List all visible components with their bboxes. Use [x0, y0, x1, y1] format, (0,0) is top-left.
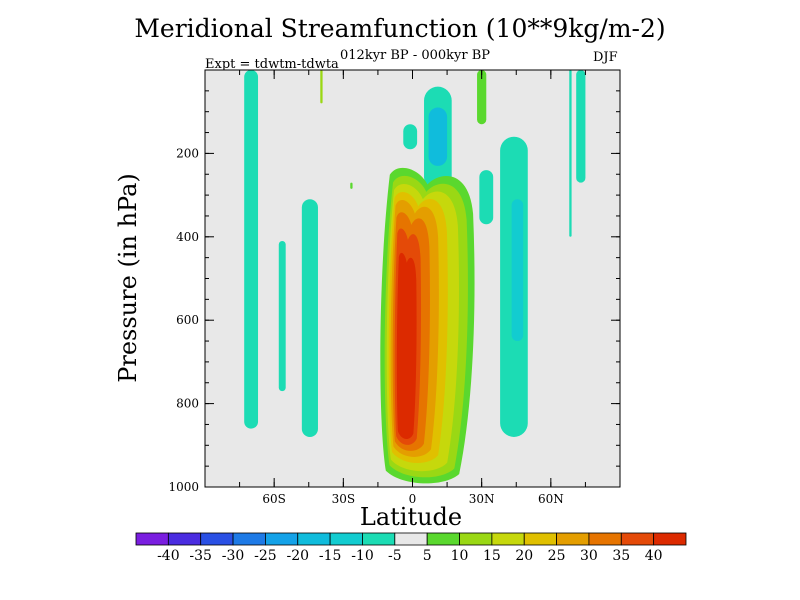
colorbar-label: -15: [319, 548, 342, 564]
colorbar-box: [459, 532, 493, 546]
colorbar-label: -20: [286, 548, 309, 564]
colorbar-box: [232, 532, 266, 546]
colorbar-box: [167, 532, 202, 546]
colorbar-box: [426, 532, 460, 546]
colorbar-label: 30: [580, 548, 598, 564]
chart-subtitle: 012kyr BP - 000kyr BP: [340, 48, 491, 63]
x-tick-label: 0: [409, 492, 417, 506]
contour-region-12: [511, 199, 524, 342]
contour-region-9: [477, 70, 487, 125]
colorbar-box: [556, 532, 590, 546]
colorbar-box: [135, 532, 169, 546]
colorbar-box: [588, 532, 622, 546]
colorbar-label: -35: [189, 548, 212, 564]
colorbar-label: 5: [423, 548, 432, 564]
colorbar-label: 40: [645, 548, 663, 564]
colorbar-label: 15: [483, 548, 501, 564]
colorbar-box: [329, 532, 363, 546]
y-tick-label: 800: [176, 397, 199, 411]
contour-region-5: [350, 182, 353, 189]
colorbar-label: -25: [254, 548, 277, 564]
colorbar-box: [297, 532, 331, 546]
contour-region-14: [576, 70, 586, 183]
colorbar-box: [491, 532, 525, 546]
colorbar-label: 10: [451, 548, 469, 564]
experiment-label: Expt = tdwtm-tdwta: [205, 57, 339, 72]
contour-region-1: [244, 70, 259, 429]
y-tick-label: 600: [176, 313, 199, 327]
y-tick-label: 200: [176, 146, 199, 160]
contour-region-8: [428, 107, 448, 166]
x-tick-label: 30N: [469, 492, 495, 506]
colorbar-box: [200, 532, 234, 546]
y-tick-label: 400: [176, 230, 199, 244]
y-tick-label: 1000: [168, 480, 199, 494]
contour-fill-group: [244, 70, 586, 484]
x-tick-label: 30S: [332, 492, 356, 506]
x-tick-label: 60S: [262, 492, 286, 506]
contour-region-6: [403, 124, 418, 150]
colorbar-label: 20: [515, 548, 533, 564]
chart-title: Meridional Streamfunction (10**9kg/m-2): [134, 14, 666, 43]
colorbar-box: [653, 532, 687, 546]
colorbar-box: [362, 532, 396, 546]
colorbar-label: -40: [157, 548, 180, 564]
contour-region-3: [301, 199, 318, 437]
colorbar-label: -30: [222, 548, 245, 564]
x-tick-label: 60N: [538, 492, 564, 506]
season-label: DJF: [593, 50, 618, 65]
colorbar-box: [265, 532, 299, 546]
colorbar-box: [523, 532, 557, 546]
colorbar-label: 25: [548, 548, 566, 564]
contour-region-22: [396, 252, 417, 439]
colorbar-label: -10: [351, 548, 374, 564]
colorbar-label: 35: [612, 548, 630, 564]
colorbar-label: -5: [388, 548, 402, 564]
x-axis-label: Latitude: [359, 503, 463, 531]
contour-region-10: [479, 170, 494, 225]
contour-region-2: [278, 240, 286, 392]
colorbar-box: [620, 532, 655, 546]
colorbar-box: [394, 532, 428, 546]
contour-region-13: [569, 70, 572, 237]
contour-region-4: [320, 70, 323, 104]
